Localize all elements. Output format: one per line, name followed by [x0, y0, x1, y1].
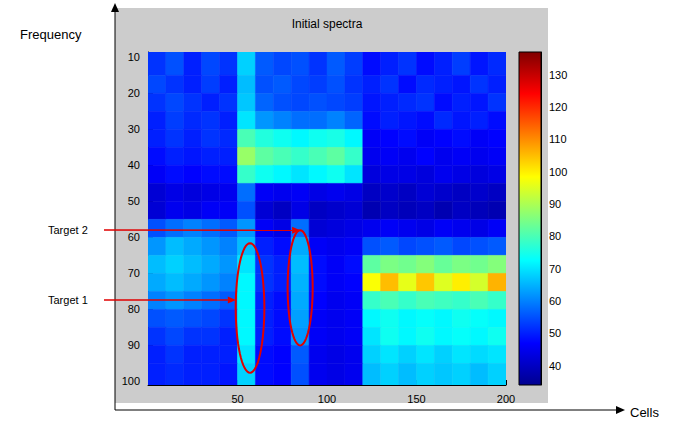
svg-text:100: 100	[122, 375, 140, 387]
svg-text:40: 40	[549, 360, 561, 372]
svg-text:200: 200	[497, 393, 515, 405]
svg-text:50: 50	[549, 327, 561, 339]
svg-text:70: 70	[128, 267, 140, 279]
svg-text:Target 1: Target 1	[48, 294, 88, 306]
svg-text:10: 10	[128, 51, 140, 63]
svg-text:100: 100	[318, 393, 336, 405]
svg-text:150: 150	[407, 393, 425, 405]
svg-text:80: 80	[128, 303, 140, 315]
svg-text:60: 60	[128, 231, 140, 243]
svg-text:80: 80	[549, 230, 561, 242]
svg-text:20: 20	[128, 87, 140, 99]
svg-text:Cells: Cells	[630, 405, 659, 420]
svg-text:60: 60	[549, 295, 561, 307]
svg-text:70: 70	[549, 263, 561, 275]
svg-text:50: 50	[231, 393, 243, 405]
svg-text:100: 100	[549, 166, 567, 178]
svg-text:40: 40	[128, 159, 140, 171]
svg-text:50: 50	[128, 195, 140, 207]
svg-text:90: 90	[549, 198, 561, 210]
svg-text:Target 2: Target 2	[48, 224, 88, 236]
svg-text:30: 30	[128, 123, 140, 135]
svg-text:Frequency: Frequency	[20, 27, 82, 42]
svg-text:130: 130	[549, 69, 567, 81]
svg-text:90: 90	[128, 339, 140, 351]
svg-text:120: 120	[549, 101, 567, 113]
svg-text:Initial spectra: Initial spectra	[292, 17, 363, 31]
svg-text:110: 110	[549, 133, 567, 145]
